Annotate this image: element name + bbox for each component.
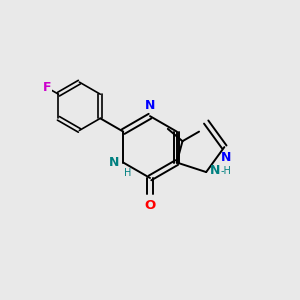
Text: F: F (43, 81, 51, 94)
Text: N: N (145, 99, 155, 112)
Text: H: H (124, 168, 131, 178)
Text: N: N (109, 156, 119, 169)
Text: N: N (220, 151, 231, 164)
Text: -H: -H (221, 166, 232, 176)
Text: N: N (210, 164, 220, 177)
Text: O: O (144, 199, 156, 212)
